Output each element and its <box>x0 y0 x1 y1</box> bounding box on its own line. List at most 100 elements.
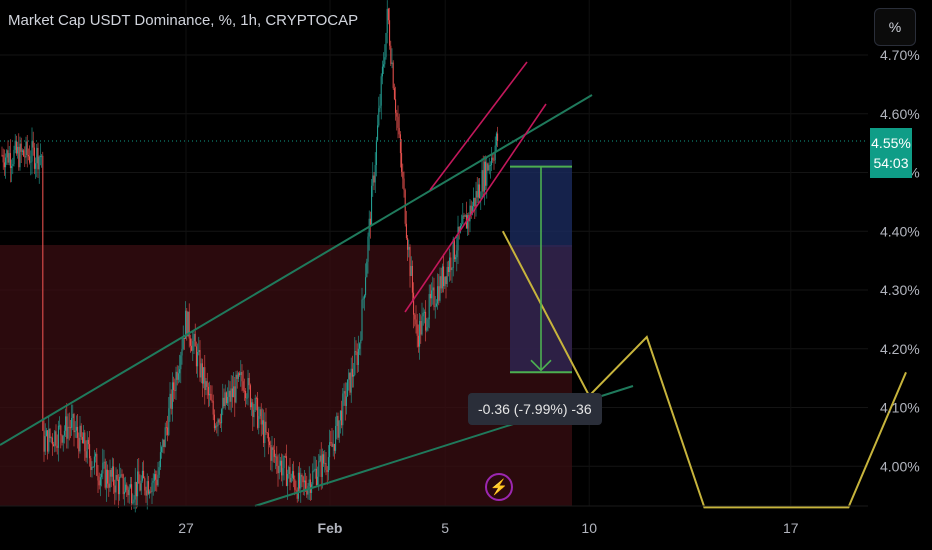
candle-body <box>377 125 379 141</box>
candle-body <box>80 425 82 437</box>
candle-body <box>387 8 389 21</box>
candle-body <box>305 480 307 489</box>
candle-body <box>96 453 98 476</box>
candle-body <box>180 355 182 370</box>
y-tick-label: 4.40% <box>880 223 920 239</box>
candle-body <box>54 431 56 447</box>
candle-body <box>38 156 40 170</box>
candle-body <box>53 444 55 447</box>
candle-body <box>144 478 146 491</box>
candle-body <box>135 481 137 497</box>
candle-body <box>338 420 340 438</box>
candle-body <box>27 154 29 157</box>
y-axis: 4.70%4.60%4.50%4.40%4.30%4.20%4.10%4.00% <box>880 47 920 474</box>
candle-body <box>269 441 271 446</box>
candle-body <box>93 456 95 467</box>
candle-body <box>121 474 123 476</box>
candle-body <box>20 143 22 152</box>
candle-body <box>327 457 329 473</box>
candle-body <box>122 474 124 495</box>
candle-body <box>366 261 368 278</box>
candle-body <box>353 374 355 377</box>
candle-body <box>301 474 303 477</box>
candle-body <box>386 8 388 34</box>
x-tick-label: Feb <box>318 520 343 536</box>
candle-body <box>194 333 196 347</box>
percent-scale-button[interactable]: % <box>874 8 916 46</box>
candle-body <box>384 57 386 65</box>
candle-body <box>434 306 436 308</box>
candle-body <box>405 223 407 238</box>
candle-body <box>57 425 59 448</box>
candle-body <box>395 99 397 113</box>
candle-body <box>19 143 21 168</box>
candle-body <box>24 156 26 158</box>
candle-body <box>30 161 32 163</box>
candle-body <box>223 397 225 407</box>
candle-body <box>6 150 8 158</box>
candle-body <box>341 410 343 426</box>
candle-body <box>257 398 259 428</box>
candle-body <box>185 310 187 339</box>
candle-body <box>2 155 4 163</box>
candle-body <box>187 311 189 337</box>
candle-body <box>435 303 437 307</box>
candle-body <box>422 312 424 317</box>
candle-body <box>83 432 85 444</box>
candle-body <box>5 157 7 168</box>
candle-body <box>133 499 135 503</box>
candle-body <box>216 425 218 427</box>
candle-body <box>344 391 346 406</box>
candle-body <box>283 456 285 469</box>
candle-body <box>84 432 86 452</box>
candle-body <box>263 420 265 443</box>
candle-body <box>48 428 50 452</box>
candle-body <box>456 250 458 258</box>
candle-body <box>414 314 416 320</box>
candle-body <box>39 156 41 157</box>
candle-body <box>23 150 25 157</box>
candle-body <box>277 465 279 474</box>
candle-body <box>276 456 278 466</box>
candle-body <box>119 476 121 495</box>
candle-body <box>242 381 244 391</box>
candle-body <box>447 266 449 272</box>
candle-body <box>167 427 169 435</box>
candle-body <box>207 386 209 396</box>
candle-body <box>492 157 494 161</box>
candle-body <box>475 191 477 207</box>
candle-body <box>47 430 49 452</box>
candle-body <box>97 475 99 481</box>
candle-body <box>72 413 74 418</box>
candle-body <box>485 161 487 186</box>
candle-body <box>481 170 483 198</box>
candle-body <box>303 480 305 483</box>
candle-body <box>446 266 448 284</box>
candle-body <box>390 45 392 64</box>
candle-body <box>92 466 94 468</box>
candle-body <box>56 445 58 448</box>
candle-body <box>317 476 319 486</box>
candle-body <box>324 463 326 464</box>
x-axis: 27 Feb 5 10 17 <box>0 505 868 536</box>
candle-body <box>281 460 283 476</box>
lightning-bolt-icon[interactable]: ⚡ <box>485 473 513 501</box>
candle-body <box>359 343 361 349</box>
candle-body <box>480 197 482 199</box>
candle-body <box>462 215 464 225</box>
candle-body <box>3 162 5 168</box>
candle-body <box>221 409 223 424</box>
candle-body <box>195 346 197 367</box>
candle-body <box>265 421 267 433</box>
candle-body <box>426 327 428 331</box>
candle-body <box>170 393 172 409</box>
candle-body <box>318 461 320 477</box>
candle-body <box>493 160 495 161</box>
candle-body <box>421 316 423 335</box>
candle-body <box>419 321 421 347</box>
candle-body <box>420 321 422 335</box>
candle-body <box>333 443 335 451</box>
candle-body <box>350 368 352 393</box>
candle-body <box>73 413 75 433</box>
